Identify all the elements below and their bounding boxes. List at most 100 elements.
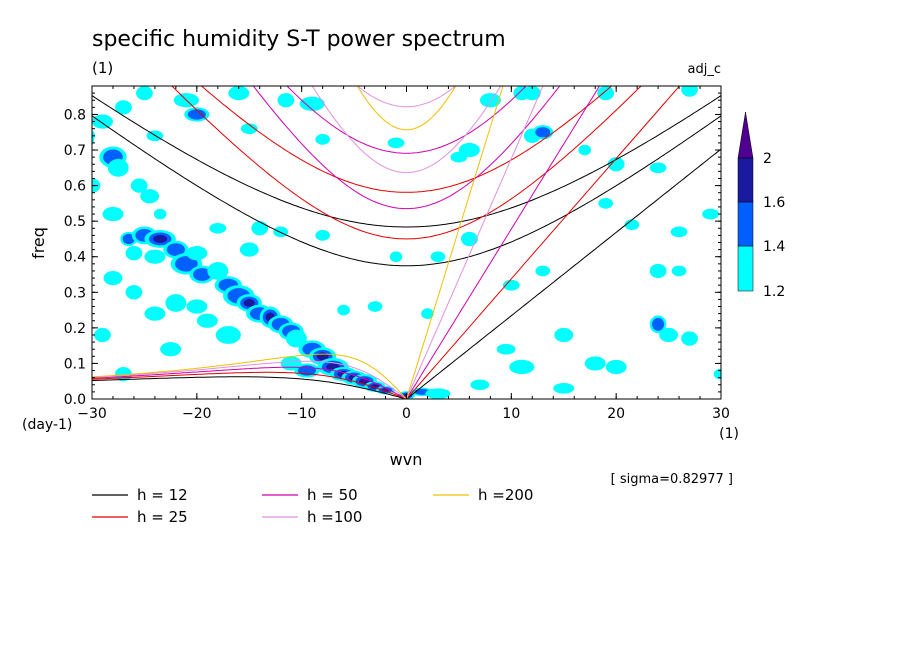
contour-blob: [144, 249, 166, 264]
x-unit-label: (1): [719, 426, 739, 442]
colorbar-segment: [737, 245, 754, 292]
contour-blob: [186, 299, 208, 314]
chart-subtitle-right: adj_c: [688, 62, 721, 77]
dispersion-curve-kelvin: [406, 86, 681, 399]
dispersion-curve-inertia-gravity-n2: [92, 95, 721, 228]
colorbar-label: 1.6: [763, 195, 785, 211]
colorbar-label: 2: [763, 151, 772, 167]
dispersion-curve-kelvin: [406, 86, 544, 399]
contour-blob: [425, 388, 451, 399]
contour-blob: [228, 86, 250, 101]
contour-blob: [652, 317, 665, 331]
contour-blob: [103, 270, 123, 286]
dispersion-curve-kelvin: [406, 86, 504, 399]
contour-blob: [92, 114, 113, 129]
y-tick-label: 0.1: [64, 356, 86, 372]
legend-label: h = 12: [137, 486, 188, 504]
contour-blob: [367, 301, 383, 312]
contour-blob: [337, 304, 350, 316]
dispersion-curves: [92, 86, 721, 399]
colorbar-label: 1.2: [763, 284, 785, 300]
chart-title: specific humidity S-T power spectrum: [92, 27, 506, 52]
contour-blob: [153, 235, 168, 243]
contour-blob: [502, 279, 520, 291]
y-axis-label: freq: [29, 227, 48, 259]
contour-blob: [207, 262, 229, 280]
contour-blob: [209, 222, 227, 234]
contour-blob: [362, 379, 367, 383]
contour-blob: [389, 251, 403, 263]
contour-blob: [251, 221, 269, 236]
contour-blob: [144, 306, 166, 321]
dispersion-curve-inertia-gravity: [252, 86, 561, 210]
colorbar-segment: [737, 201, 754, 247]
contour-blob: [607, 157, 625, 172]
contour-blob: [597, 86, 615, 101]
contour-blob: [509, 359, 535, 375]
contour-blob: [196, 313, 218, 328]
x-axis-label: wvn: [390, 450, 423, 469]
legend-label: h =200: [478, 486, 533, 504]
dispersion-curve-inertia-gravity: [92, 115, 721, 267]
dispersion-curve-rossby: [92, 366, 407, 399]
contour-blob: [649, 263, 667, 279]
x-tick-label: 20: [607, 406, 625, 422]
contour-blob: [496, 343, 516, 355]
contour-blob: [578, 144, 592, 156]
x-tick-label: −20: [182, 406, 212, 422]
contour-blob: [553, 382, 575, 394]
x-tick-label: 0: [402, 406, 411, 422]
x-tick-label: −30: [77, 406, 107, 422]
dispersion-curve-inertia-gravity: [356, 86, 457, 131]
dispersion-curve-inertia-gravity: [311, 86, 502, 174]
contour-blob: [554, 327, 574, 343]
contour-blob: [470, 379, 490, 391]
x-tick-label: 10: [502, 406, 520, 422]
contour-blob: [649, 162, 667, 174]
dispersion-curve-inertia-gravity-n2: [356, 86, 457, 108]
y-tick-label: 0.8: [64, 107, 86, 123]
contour-blob: [624, 219, 640, 231]
contour-blob: [165, 294, 187, 312]
legend: h = 12 h = 25 h = 50 h =100 h =200: [92, 486, 533, 526]
y-tick-label: 0.3: [64, 285, 86, 301]
axis-ticks: −30 −20 −10 0 10 20 30 0.0 0.1 0.2 0.3 0.4 0.5 0.6 0.7…: [64, 85, 730, 422]
contour-blob: [102, 206, 124, 222]
contour-blob: [125, 285, 143, 300]
y-tick-label: 0.7: [64, 143, 86, 159]
contour-blob: [671, 265, 687, 277]
contour-blob: [153, 208, 167, 220]
y-tick-label: 0.4: [64, 250, 86, 266]
contour-blob: [370, 384, 380, 389]
contour-blob: [92, 133, 93, 139]
contour-blob: [285, 329, 307, 348]
contour-blob: [160, 342, 182, 357]
dispersion-curve-rossby: [92, 360, 407, 399]
contour-blob: [458, 142, 480, 158]
x-tick-label: 30: [712, 406, 730, 422]
dispersion-curve-inertia-gravity-n2: [286, 86, 527, 154]
contour-blob: [535, 265, 551, 277]
contour-blob: [479, 93, 501, 108]
legend-label: h = 50: [307, 486, 358, 504]
contour-blob: [130, 178, 148, 193]
contour-blob: [175, 256, 198, 272]
contour-blob: [193, 268, 212, 281]
contour-blob: [115, 100, 132, 115]
dispersion-curve-rossby: [92, 371, 407, 399]
colorbar-arrow: [737, 111, 754, 159]
chart-subtitle-left: (1): [92, 59, 113, 77]
dispersion-curve-inertia-gravity: [171, 86, 642, 240]
contour-blob: [535, 127, 551, 138]
dispersion-curve-inertia-gravity-n2: [200, 86, 613, 193]
colorbar-segment: [737, 157, 754, 203]
dispersion-curve-rossby: [92, 353, 407, 399]
x-tick-label: −10: [287, 406, 317, 422]
contour-blob: [239, 242, 259, 257]
dispersion-curve-rossby: [92, 376, 407, 399]
contour-blob: [125, 246, 143, 261]
sigma-note: [ sigma=0.82977 ]: [611, 472, 733, 487]
contour-blob: [299, 96, 325, 111]
colorbar: 1.2 1.4 1.6 2: [737, 111, 785, 300]
